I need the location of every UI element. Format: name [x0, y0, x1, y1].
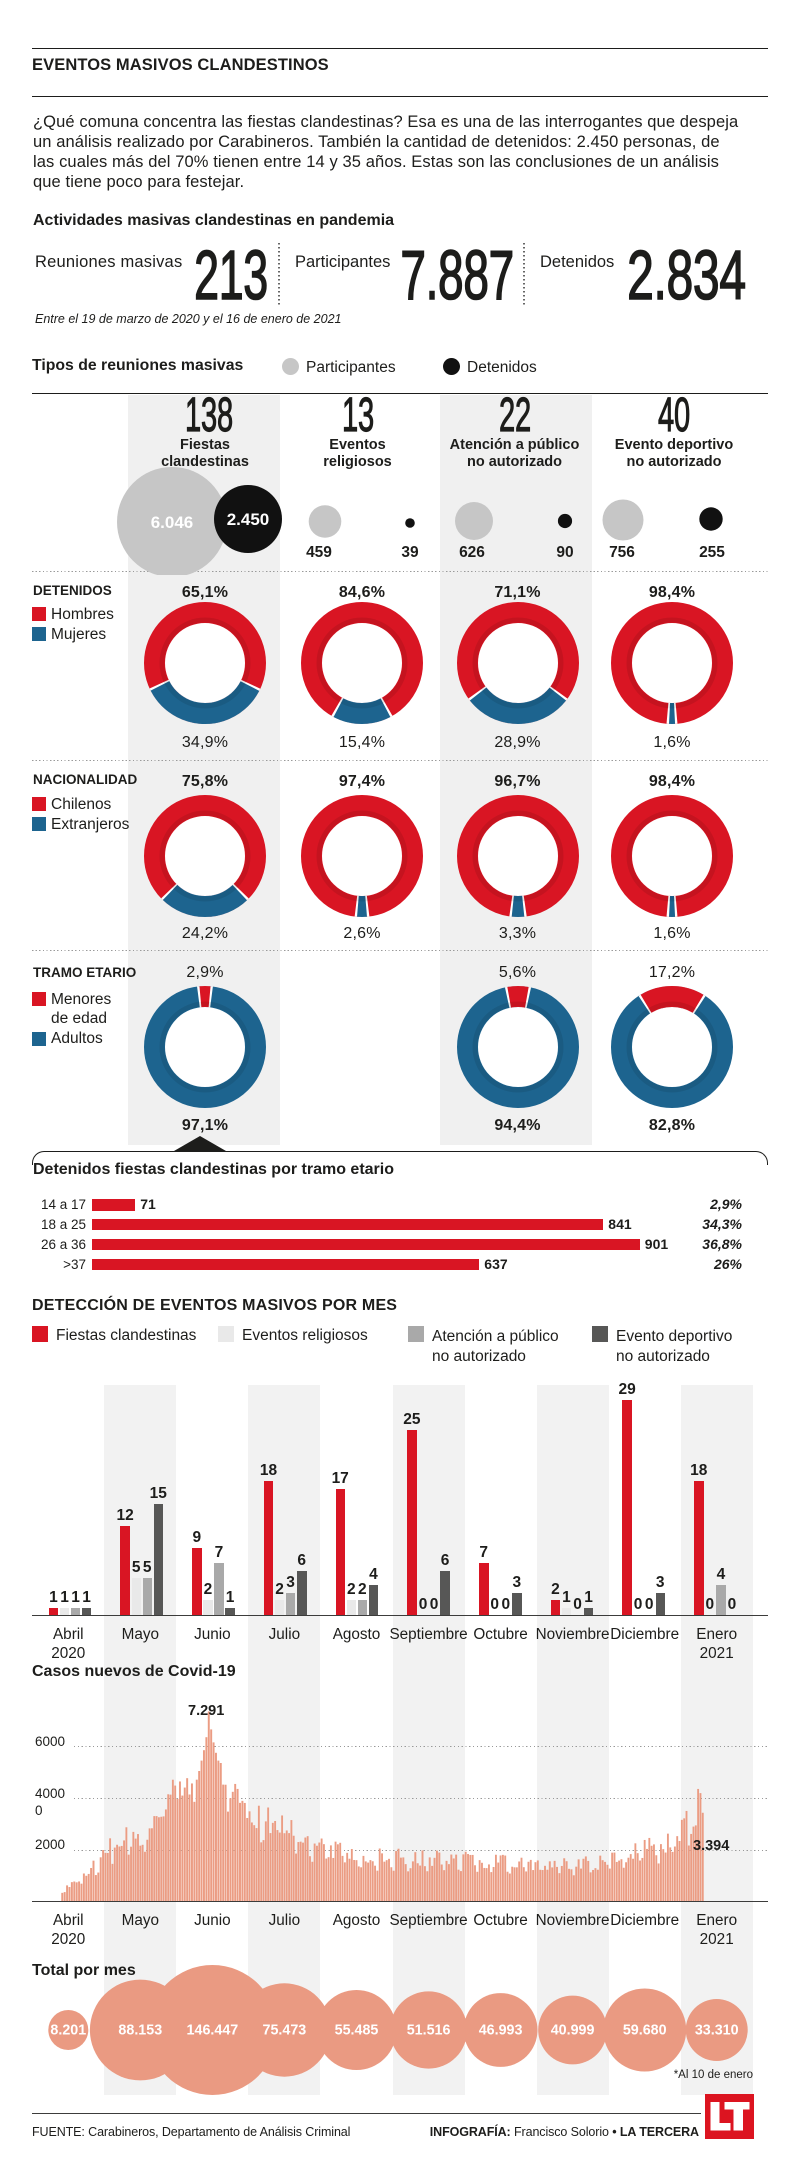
svg-text:33.310: 33.310	[695, 2023, 739, 2039]
svg-text:6.046: 6.046	[151, 513, 194, 532]
svg-text:146.447: 146.447	[187, 2023, 239, 2039]
svg-text:55.485: 55.485	[335, 2023, 379, 2039]
svg-text:59.680: 59.680	[623, 2023, 667, 2039]
svg-text:40.999: 40.999	[551, 2023, 595, 2039]
svg-text:51.516: 51.516	[407, 2023, 451, 2039]
svg-text:46.993: 46.993	[479, 2023, 523, 2039]
svg-text:8.201: 8.201	[50, 2023, 86, 2039]
svg-text:88.153: 88.153	[118, 2023, 162, 2039]
svg-text:2.450: 2.450	[227, 510, 270, 529]
svg-text:75.473: 75.473	[263, 2023, 307, 2039]
